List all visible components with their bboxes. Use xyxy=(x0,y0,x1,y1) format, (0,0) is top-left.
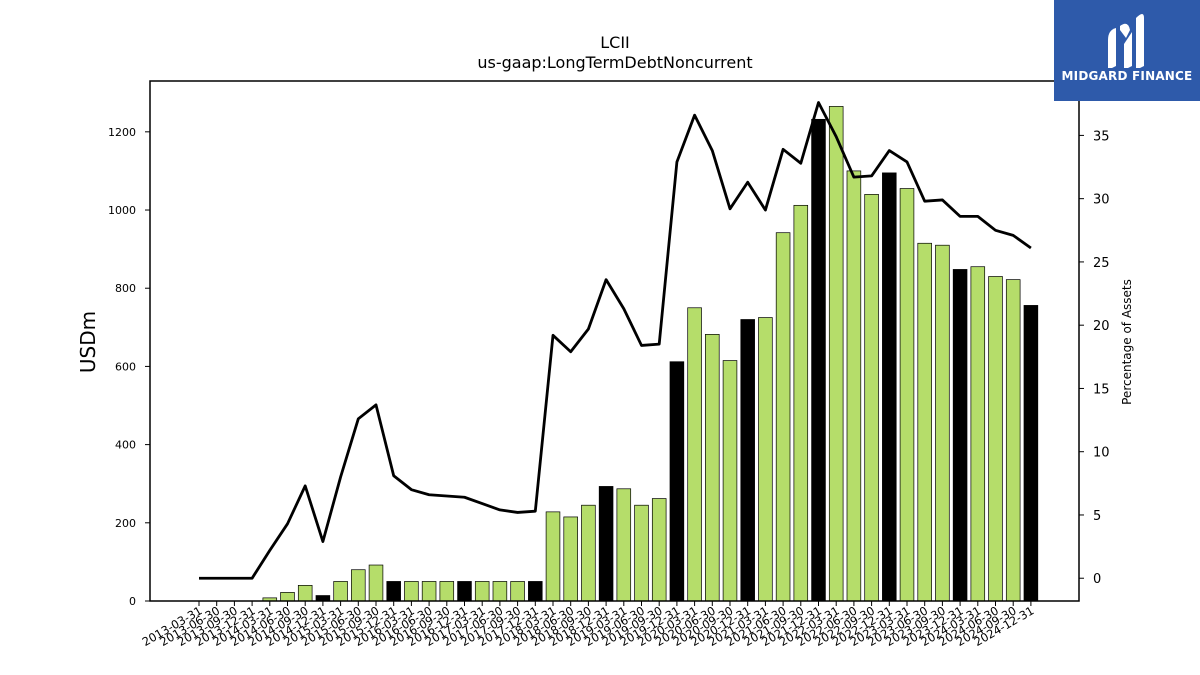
y-tick-label: 400 xyxy=(115,439,136,452)
bar-2021-06-30 xyxy=(775,232,791,602)
bar-2014-09-30 xyxy=(297,585,313,602)
y2-tick-label: 15 xyxy=(1093,382,1110,397)
bar-2024-12-31 xyxy=(1023,305,1039,602)
y2-tick-label: 25 xyxy=(1093,256,1110,271)
bar-2014-06-30 xyxy=(280,592,295,602)
bars-group xyxy=(262,106,1039,602)
bar-2019-09-30 xyxy=(651,498,667,602)
y-tick-label: 800 xyxy=(115,282,136,295)
midgard-finance-logo: MIDGARD FINANCE xyxy=(1054,0,1200,101)
bar-2021-09-30 xyxy=(793,204,809,602)
bar-2021-12-31 xyxy=(811,118,826,602)
bar-2021-03-31 xyxy=(758,317,773,602)
bar-2022-12-31 xyxy=(882,172,897,602)
bar-2018-12-31 xyxy=(598,486,614,602)
bar-2023-06-30 xyxy=(917,242,932,602)
plot-frame xyxy=(149,80,1080,602)
y2-tick-label: 30 xyxy=(1093,193,1110,208)
y-axis-label: USDm xyxy=(76,311,100,373)
line-group xyxy=(199,101,1032,580)
bar-2017-06-30 xyxy=(492,581,508,602)
bar-2016-06-30 xyxy=(421,581,437,602)
chart-subtitle: us-gaap:LongTermDebtNoncurrent xyxy=(477,53,752,72)
bar-2018-09-30 xyxy=(581,504,596,602)
y2-axis-label: Percentage of Assets xyxy=(1120,279,1134,405)
bar-2015-12-31 xyxy=(386,581,401,602)
y2-tick-label: 20 xyxy=(1093,319,1110,334)
axes-group: 020040060080010001200051015202530352013-… xyxy=(108,126,1110,649)
bar-2024-03-31 xyxy=(970,266,986,602)
y-tick-label: 1000 xyxy=(108,204,136,217)
y-tick-label: 1200 xyxy=(108,126,136,139)
bar-2024-09-30 xyxy=(1005,279,1021,602)
bar-2023-09-30 xyxy=(935,244,950,602)
bar-2018-06-30 xyxy=(563,516,578,602)
bar-2016-03-31 xyxy=(404,581,419,602)
bar-2020-12-31 xyxy=(740,319,755,602)
bar-2022-06-30 xyxy=(846,170,862,602)
bar-2016-12-31 xyxy=(457,581,472,602)
line-percentage-of-assets xyxy=(199,101,1032,580)
y2-tick-label: 0 xyxy=(1093,572,1101,587)
logo-text: MIDGARD FINANCE xyxy=(1061,69,1193,83)
bar-2018-03-31 xyxy=(545,511,561,602)
bar-2024-06-30 xyxy=(988,276,1003,602)
y-tick-label: 600 xyxy=(115,360,136,373)
bar-2020-03-31 xyxy=(687,307,702,602)
bar-2017-12-31 xyxy=(528,581,543,602)
bar-2015-09-30 xyxy=(368,564,384,602)
bar-2014-12-31 xyxy=(315,595,331,602)
bar-2022-03-31 xyxy=(828,106,844,602)
chart-title: LCII xyxy=(600,33,630,52)
bar-2017-03-31 xyxy=(474,581,490,602)
y2-tick-label: 5 xyxy=(1093,509,1101,524)
y2-tick-label: 10 xyxy=(1093,446,1110,461)
bar-2017-09-30 xyxy=(510,581,525,602)
bar-2020-09-30 xyxy=(722,360,738,602)
midgard-m-icon xyxy=(1108,14,1144,68)
bar-2016-09-30 xyxy=(439,581,455,602)
bar-2019-12-31 xyxy=(669,361,685,602)
y-tick-label: 200 xyxy=(115,517,136,530)
y-tick-label: 0 xyxy=(129,595,136,608)
bar-2015-06-30 xyxy=(351,569,366,602)
bar-2023-03-31 xyxy=(899,188,915,602)
bar-2020-06-30 xyxy=(705,334,720,602)
y2-tick-label: 35 xyxy=(1093,129,1110,144)
bar-2023-12-31 xyxy=(952,269,968,602)
bar-2019-06-30 xyxy=(634,504,649,602)
bar-2015-03-31 xyxy=(333,581,348,602)
bar-2019-03-31 xyxy=(616,488,632,602)
bar-2022-09-30 xyxy=(864,194,879,602)
